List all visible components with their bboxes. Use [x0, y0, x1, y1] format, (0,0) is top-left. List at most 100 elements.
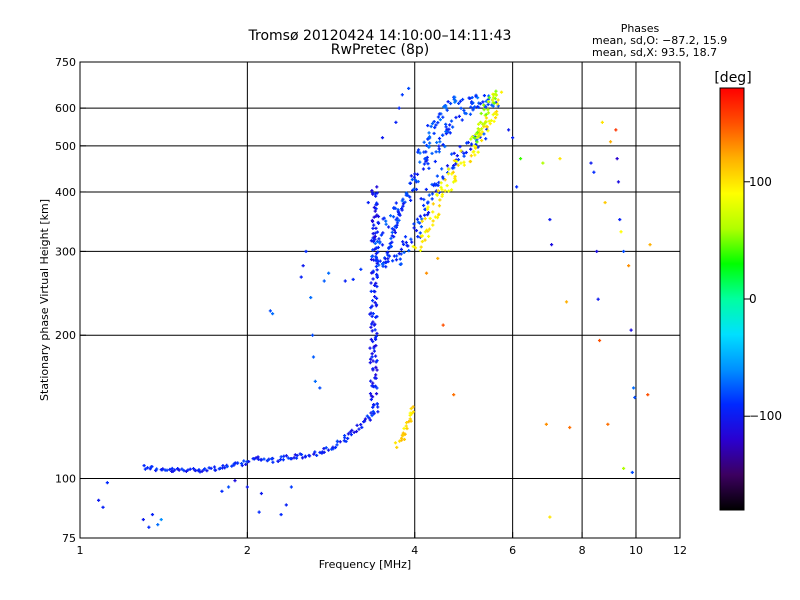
y-tick-label: 75 [62, 532, 76, 545]
x-tick-label: 8 [579, 544, 586, 557]
data-point [434, 182, 439, 186]
data-point [360, 425, 364, 430]
data-point [438, 140, 442, 144]
data-point [440, 192, 445, 197]
data-point [408, 411, 412, 415]
data-point [437, 136, 442, 141]
data-point [170, 466, 174, 471]
data-point [451, 125, 455, 129]
data-point [437, 147, 441, 151]
data-point [373, 241, 377, 246]
data-point [344, 439, 348, 444]
scatter-point [627, 264, 631, 268]
scatter-point [407, 86, 411, 91]
data-point [496, 102, 500, 106]
data-point [479, 111, 483, 116]
data-point [288, 457, 293, 461]
data-point [399, 262, 403, 266]
data-point [437, 150, 441, 154]
data-point [369, 337, 373, 342]
phases-line-o: mean, sd,O: −87.2, 15.9 [592, 34, 727, 47]
data-point [486, 108, 490, 112]
data-point [469, 147, 473, 151]
data-point [457, 101, 461, 106]
data-point [375, 185, 379, 189]
data-point [370, 314, 374, 318]
data-point [271, 460, 275, 464]
scatter-point [603, 200, 607, 205]
scatter-point [621, 466, 626, 471]
data-point [375, 239, 379, 244]
scatter-point [589, 161, 593, 165]
data-point [442, 105, 446, 109]
colorbar-tick-label: 100 [749, 175, 772, 189]
data-point [465, 141, 469, 145]
data-point [478, 120, 483, 124]
scatter-point [630, 470, 634, 475]
data-point [421, 167, 426, 171]
data-point [427, 193, 431, 197]
data-point [481, 100, 485, 104]
data-point [429, 124, 433, 129]
data-point [408, 195, 412, 199]
data-point [486, 111, 491, 115]
data-point [485, 125, 489, 129]
data-point [372, 223, 376, 227]
data-point [404, 424, 408, 428]
data-point [436, 189, 440, 193]
data-point [475, 105, 480, 109]
grid-layer [80, 62, 680, 538]
data-point [371, 320, 375, 324]
data-point [370, 384, 374, 388]
scatter-point [548, 515, 552, 519]
data-point [447, 127, 451, 131]
scatter-point [441, 323, 445, 327]
data-point [487, 94, 491, 98]
data-point [445, 164, 450, 168]
data-point [428, 141, 432, 145]
y-tick-label: 300 [55, 245, 76, 258]
data-point [409, 198, 413, 202]
data-point [371, 239, 375, 243]
data-point [431, 210, 435, 214]
data-point [486, 129, 490, 133]
data-point [388, 214, 393, 218]
data-point [437, 112, 442, 116]
data-point [374, 304, 378, 308]
data-point [375, 359, 379, 363]
data-point [386, 225, 391, 229]
data-point [363, 417, 368, 421]
data-point [469, 105, 473, 109]
data-point [410, 240, 414, 244]
data-point [439, 181, 443, 185]
data-point [435, 216, 440, 220]
scatter-point [309, 295, 313, 300]
data-point [416, 150, 420, 154]
data-point [390, 240, 394, 244]
data-point [368, 392, 373, 396]
data-point [478, 102, 483, 106]
scatter-point [233, 479, 237, 483]
data-point [426, 211, 431, 215]
scatter-point [322, 279, 326, 283]
data-point [427, 144, 431, 149]
data-point [473, 153, 477, 157]
data-point [423, 238, 427, 242]
scatter-point [394, 120, 398, 124]
data-point [375, 386, 379, 390]
data-point [370, 254, 374, 259]
data-point [155, 467, 159, 471]
scatter-point [380, 136, 385, 140]
data-point [424, 159, 428, 164]
data-point [262, 457, 266, 461]
data-point [259, 457, 263, 462]
data-point [409, 237, 413, 241]
data-point [458, 99, 463, 103]
data-point [384, 219, 388, 223]
data-point [448, 131, 452, 135]
x-tick-label: 6 [509, 544, 516, 557]
data-point [160, 468, 164, 472]
scatter-point [596, 297, 600, 301]
